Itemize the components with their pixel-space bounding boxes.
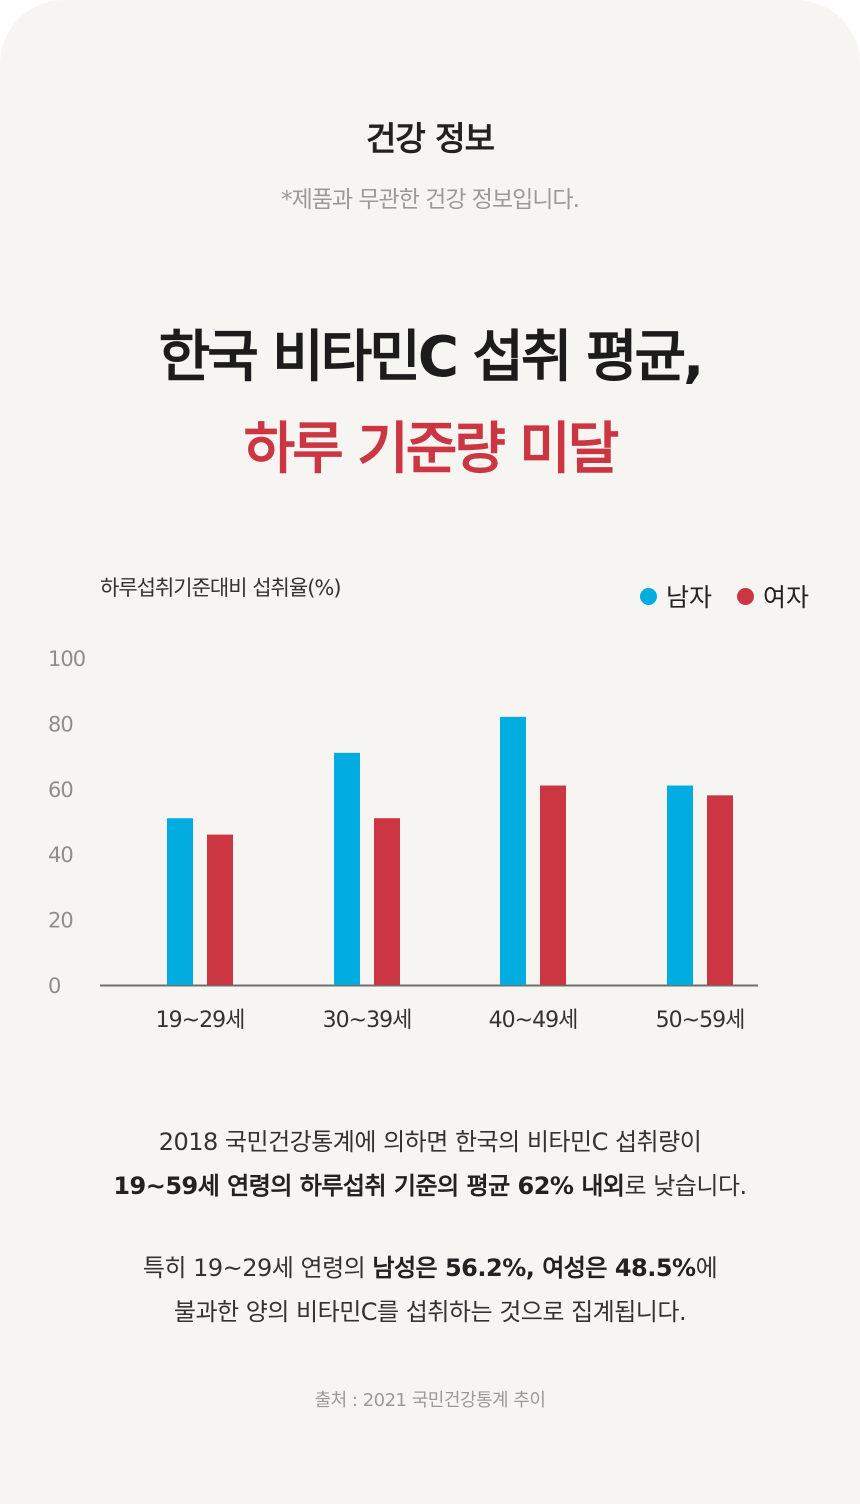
bar-male-1 <box>167 818 193 985</box>
paragraph-intake-summary: 2018 국민건강통계에 의하면 한국의 비타민C 섭취량이 19~59세 연령… <box>0 1120 860 1208</box>
bar-male-3 <box>500 716 526 985</box>
source-citation: 출처 : 2021 국민건강통계 추이 <box>314 1390 546 1411</box>
x-tick-label: 30~39세 <box>323 1008 412 1033</box>
x-tick-label: 40~49세 <box>489 1008 578 1033</box>
bar-female-1 <box>207 834 233 985</box>
y-tick-label: 100 <box>48 647 85 671</box>
bar-female-3 <box>540 785 566 985</box>
x-tick-label: 19~29세 <box>156 1008 245 1033</box>
y-tick-label: 0 <box>48 974 60 998</box>
paragraph-2-suffix: 에 <box>695 1254 718 1282</box>
bar-male-2 <box>334 752 360 985</box>
x-tick-label: 50~59세 <box>656 1008 745 1033</box>
legend-label-female: 여자 <box>763 583 810 612</box>
bar-female-4 <box>707 795 733 985</box>
disclaimer-text: *제품과 무관한 건강 정보입니다. <box>281 187 580 213</box>
headline-line-1: 한국 비타민C 섭취 평균, <box>158 325 705 390</box>
bar-chart: 100 80 60 40 20 0 19~29세 30~39세 40~49세 50~59세 <box>48 647 758 1033</box>
paragraph-2-prefix: 특히 19~29세 연령의 <box>142 1254 373 1282</box>
paragraph-2-highlight: 남성은 56.2%, 여성은 48.5% <box>372 1254 696 1282</box>
bar-female-2 <box>374 818 400 985</box>
paragraph-age-detail: 특히 19~29세 연령의 남성은 56.2%, 여성은 48.5%에 불과한 … <box>0 1246 860 1334</box>
legend-dot-male <box>640 587 657 605</box>
paragraph-1-rest: 로 낮습니다. <box>624 1172 748 1200</box>
chart-y-axis-label: 하루섭취기준대비 섭취율(%) <box>100 576 342 600</box>
y-tick-label: 80 <box>48 712 73 736</box>
y-tick-label: 60 <box>48 778 73 802</box>
legend-item-male: 남자 <box>640 578 712 614</box>
y-tick-label: 20 <box>48 909 73 933</box>
legend-dot-female <box>737 587 754 605</box>
legend-label-male: 남자 <box>666 583 713 612</box>
section-title: 건강 정보 <box>366 119 495 158</box>
paragraph-1-line-1: 2018 국민건강통계에 의하면 한국의 비타민C 섭취량이 <box>158 1128 702 1156</box>
paragraph-1-highlight: 19~59세 연령의 하루섭취 기준의 평균 62% 내외 <box>113 1172 625 1200</box>
legend-item-female: 여자 <box>737 578 809 614</box>
y-tick-label: 40 <box>48 843 73 867</box>
headline-line-2: 하루 기준량 미달 <box>243 417 620 482</box>
paragraph-1-line-2: 19~59세 연령의 하루섭취 기준의 평균 62% 내외로 낮습니다. <box>0 1164 860 1208</box>
bar-male-4 <box>667 785 693 985</box>
paragraph-2-line-2: 불과한 양의 비타민C를 섭취하는 것으로 집계됩니다. <box>173 1298 687 1326</box>
paragraph-2-line-1: 특히 19~29세 연령의 남성은 56.2%, 여성은 48.5%에 <box>0 1246 860 1290</box>
